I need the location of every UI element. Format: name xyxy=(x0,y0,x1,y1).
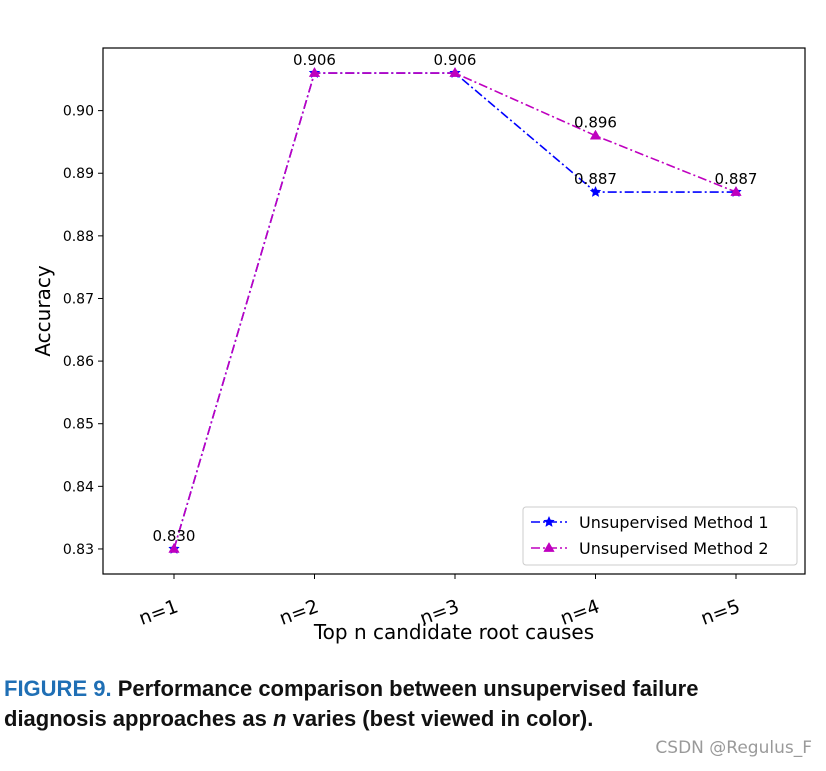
series-2-point xyxy=(308,67,321,77)
legend-label-1: Unsupervised Method 1 xyxy=(579,513,769,532)
y-tick-label: 0.83 xyxy=(63,542,94,558)
series-2-point xyxy=(168,542,180,553)
legend-label-2: Unsupervised Method 2 xyxy=(579,539,769,558)
figure-label: FIGURE 9. xyxy=(4,676,112,701)
x-tick-label: n=5 xyxy=(698,595,743,629)
caption-italic-n: n xyxy=(273,706,287,731)
y-tick-label: 0.90 xyxy=(63,104,94,120)
data-label: 0.906 xyxy=(293,51,336,69)
data-label: 0.906 xyxy=(434,51,477,69)
series-1-point xyxy=(589,185,602,197)
x-tick-label: n=1 xyxy=(136,595,181,629)
legend-box xyxy=(522,506,798,566)
y-axis-label: Accuracy xyxy=(31,265,55,356)
data-label: 0.896 xyxy=(574,114,617,132)
chart: 0.830.840.850.860.870.880.890.90n=1 n=2 n=… xyxy=(31,47,806,644)
series-2-point xyxy=(449,67,461,77)
data-label: 0.887 xyxy=(574,170,617,188)
caption-text-after: varies (best viewed in color). xyxy=(292,706,594,731)
y-tick-label: 0.84 xyxy=(63,479,94,495)
y-tick-label: 0.87 xyxy=(63,291,94,307)
plot-frame xyxy=(102,47,806,575)
y-tick-label: 0.89 xyxy=(63,166,94,182)
series-line-2 xyxy=(173,72,737,550)
caption-text-before: Performance comparison between unsupervi… xyxy=(4,676,699,731)
watermark: CSDN @Regulus_F xyxy=(655,738,812,758)
x-axis-label: Top n candidate root causes xyxy=(313,620,594,644)
data-label: 0.887 xyxy=(715,170,758,188)
legend-marker-2 xyxy=(543,541,555,552)
legend-marker-1 xyxy=(543,515,555,527)
series-2-point xyxy=(730,186,742,196)
series-line-1 xyxy=(173,72,736,550)
y-tick-label: 0.85 xyxy=(63,417,94,433)
y-tick-label: 0.88 xyxy=(63,229,94,245)
y-tick-label: 0.86 xyxy=(63,354,94,370)
series-2-point xyxy=(589,129,602,140)
figure-caption: FIGURE 9. Performance comparison between… xyxy=(4,674,804,734)
data-label: 0.830 xyxy=(153,527,196,545)
